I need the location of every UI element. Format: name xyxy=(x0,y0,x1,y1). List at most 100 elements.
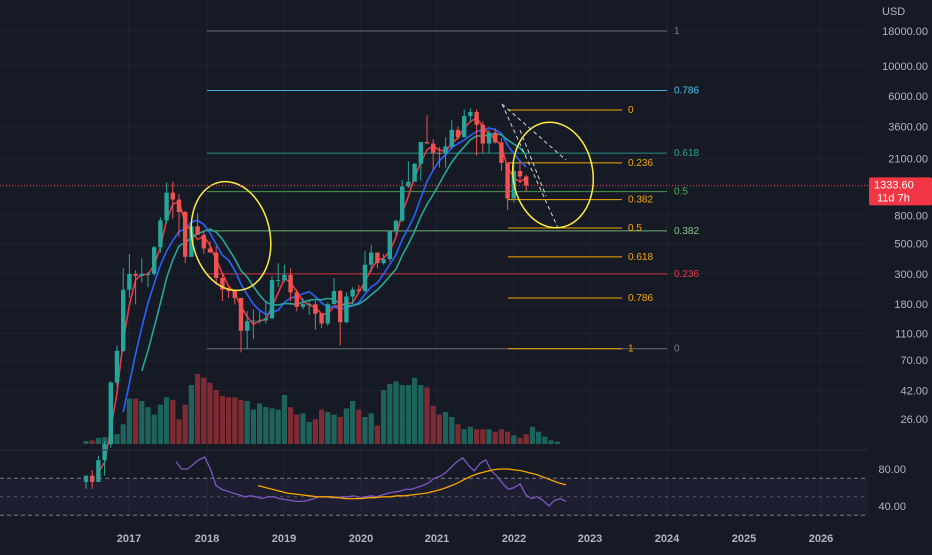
last-price-value: 1333.60 xyxy=(874,179,914,191)
volume-bars xyxy=(83,374,560,444)
volume-bar-26 xyxy=(244,401,250,444)
volume-bar-20 xyxy=(207,382,213,444)
candlesticks[interactable] xyxy=(83,108,529,489)
candle-body-15 xyxy=(176,199,182,213)
volume-bar-7 xyxy=(126,398,132,444)
volume-bar-18 xyxy=(195,374,201,444)
volume-bar-70 xyxy=(517,437,523,444)
volume-bar-47 xyxy=(374,425,380,444)
candle-16 xyxy=(183,210,188,264)
candle-body-50 xyxy=(393,220,399,232)
candle-2 xyxy=(96,455,101,482)
candle-67 xyxy=(499,138,504,171)
volume-bar-17 xyxy=(188,385,194,444)
candle-31 xyxy=(276,263,281,288)
candle-body-20 xyxy=(207,248,213,253)
candle-71 xyxy=(524,174,529,192)
candle-body-26 xyxy=(245,321,250,331)
volume-bar-41 xyxy=(337,416,343,444)
volume-bar-15 xyxy=(176,419,182,444)
time-tick-label-4: 2021 xyxy=(425,533,449,545)
candle-body-70 xyxy=(517,170,523,177)
volume-bar-49 xyxy=(387,383,393,444)
volume-bar-43 xyxy=(350,401,356,444)
annotations[interactable] xyxy=(181,103,600,298)
price-tick-label-12: 42.00 xyxy=(900,386,928,398)
fibonacci-retracements[interactable]: 1 0.786 0.618 0.5 0.382 0.236 0 0 0.236 0.382 0.5 0… xyxy=(207,26,699,355)
candle-44 xyxy=(356,284,361,293)
candle-body-29 xyxy=(263,318,268,321)
candle-42 xyxy=(344,292,349,324)
volume-bar-64 xyxy=(480,429,486,444)
candle-45 xyxy=(362,251,368,293)
candle-countdown: 11d 7h xyxy=(877,192,910,204)
volume-bar-22 xyxy=(219,396,225,444)
candle-46 xyxy=(369,244,374,272)
candle-body-39 xyxy=(325,304,330,324)
candle-body-53 xyxy=(412,163,417,182)
candle-body-19 xyxy=(201,234,206,249)
volume-bar-12 xyxy=(157,404,163,444)
volume-bar-1 xyxy=(89,440,95,444)
candle-4 xyxy=(108,381,113,448)
candle-59 xyxy=(449,120,454,150)
candle-body-51 xyxy=(400,186,405,221)
ma-short-line xyxy=(97,116,527,474)
price-tick-label-10: 110.00 xyxy=(895,328,928,340)
ellipse-annotation-left xyxy=(190,180,272,292)
volume-bar-30 xyxy=(269,408,275,444)
volume-bar-28 xyxy=(257,403,263,444)
volume-bar-62 xyxy=(467,426,473,444)
candle-36 xyxy=(307,301,312,316)
rsi-axis[interactable]: 80.00 40.00 xyxy=(878,464,906,513)
candle-38 xyxy=(319,313,324,329)
candle-body-21 xyxy=(214,252,219,278)
price-tick-label-4: 2100.00 xyxy=(888,153,928,165)
volume-bar-11 xyxy=(151,414,157,444)
volume-bar-60 xyxy=(455,424,461,444)
volume-bar-16 xyxy=(182,404,188,444)
candle-body-56 xyxy=(431,143,436,154)
volume-bar-59 xyxy=(449,416,455,444)
candle-56 xyxy=(431,139,436,171)
rsi-tick-label-0: 80.00 xyxy=(878,464,906,476)
time-tick-label-0: 2017 xyxy=(117,533,141,545)
candle-25 xyxy=(238,297,244,353)
volume-bar-57 xyxy=(436,414,442,444)
candle-9 xyxy=(139,258,144,283)
volume-bar-13 xyxy=(164,397,170,444)
candle-60 xyxy=(455,126,461,140)
rsi-line xyxy=(175,456,567,507)
volume-bar-2 xyxy=(95,437,101,444)
price-tick-label-0: 18000.00 xyxy=(882,26,928,38)
price-tick-label-8: 300.00 xyxy=(894,269,928,281)
fib-right-level-label-0: 0 xyxy=(628,105,634,116)
candle-body-12 xyxy=(158,220,163,248)
candle-body-28 xyxy=(257,320,262,322)
trend-channel-lower xyxy=(501,103,559,229)
volume-bar-45 xyxy=(362,416,368,444)
candle-body-0 xyxy=(83,475,89,482)
candle-24 xyxy=(232,289,237,305)
price-tick-label-13: 26.00 xyxy=(900,414,928,426)
candle-body-18 xyxy=(195,226,200,235)
fib-left-level-label-0: 1 xyxy=(674,26,680,37)
candle-10 xyxy=(145,271,151,288)
candle-body-35 xyxy=(300,304,306,307)
candle-52 xyxy=(406,161,411,188)
fib-left-level-label-5: 0.236 xyxy=(674,269,699,280)
fib-right-level-label-4: 0.618 xyxy=(628,252,653,263)
candle-1 xyxy=(90,470,95,489)
volume-bar-53 xyxy=(412,377,418,444)
candle-body-8 xyxy=(133,273,138,276)
time-axis[interactable]: 2017 2018 2019 2020 2021 2022 2023 2024 2025 2026 xyxy=(117,533,833,545)
price-axis[interactable]: USD 18000.00 10000.00 6000.00 3600.00 2100.0… xyxy=(882,6,928,426)
candle-body-43 xyxy=(350,289,355,297)
candle-body-68 xyxy=(505,162,510,199)
volume-bar-32 xyxy=(281,394,287,444)
volume-bar-40 xyxy=(331,414,337,444)
candle-68 xyxy=(505,162,510,211)
fib-left-level-label-4: 0.382 xyxy=(674,226,699,237)
candle-body-46 xyxy=(369,252,374,265)
